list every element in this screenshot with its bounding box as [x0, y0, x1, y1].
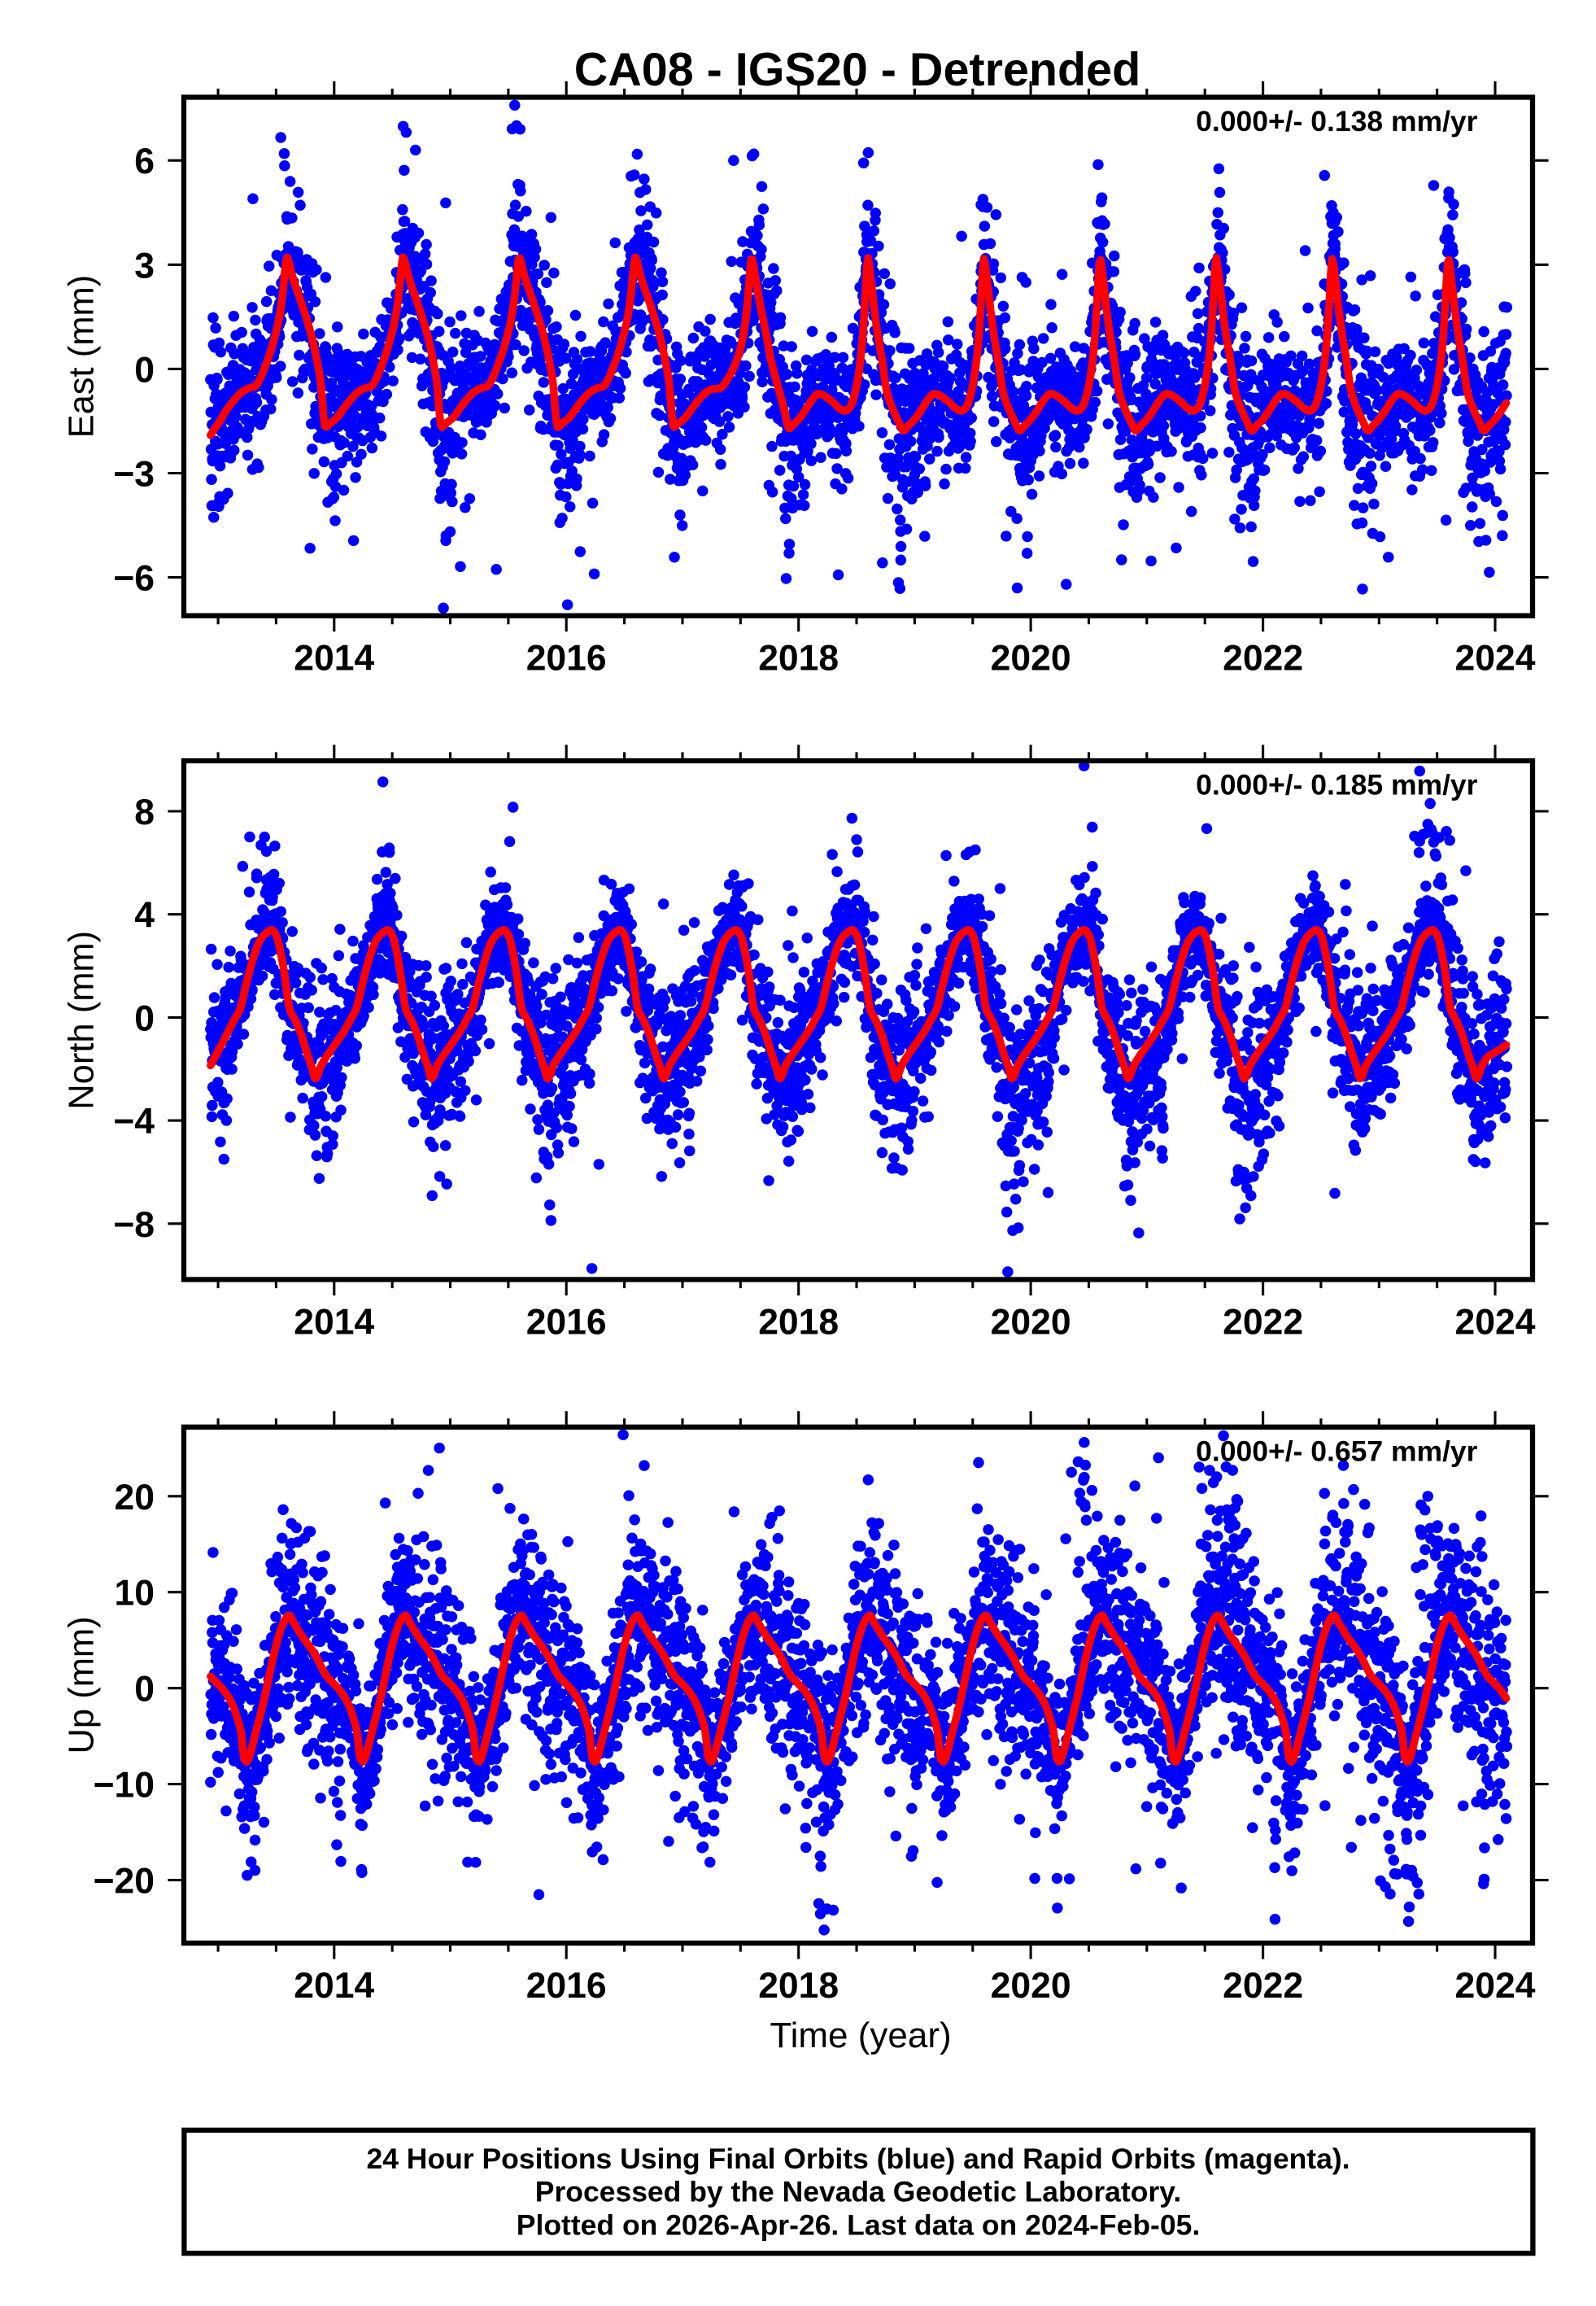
- svg-text:2024: 2024: [1455, 639, 1536, 679]
- svg-text:East (mm): East (mm): [63, 275, 102, 439]
- svg-text:−20: −20: [94, 1862, 155, 1902]
- svg-text:2020: 2020: [991, 639, 1071, 679]
- svg-text:2020: 2020: [991, 1966, 1071, 2006]
- svg-text:Processed by the Nevada Geodet: Processed by the Nevada Geodetic Laborat…: [535, 2176, 1181, 2208]
- svg-text:0.000+/- 0.185 mm/yr: 0.000+/- 0.185 mm/yr: [1196, 769, 1478, 801]
- svg-text:2018: 2018: [758, 1303, 839, 1343]
- svg-text:Plotted on 2026-Apr-26. Last d: Plotted on 2026-Apr-26. Last data on 202…: [517, 2208, 1200, 2241]
- svg-text:0: 0: [134, 350, 155, 390]
- svg-text:0: 0: [134, 998, 155, 1038]
- svg-text:24 Hour Positions Using Final: 24 Hour Positions Using Final Orbits (bl…: [366, 2142, 1350, 2175]
- svg-text:6: 6: [134, 142, 155, 181]
- svg-text:20: 20: [115, 1478, 155, 1518]
- svg-text:2016: 2016: [526, 639, 607, 679]
- svg-text:0.000+/- 0.138 mm/yr: 0.000+/- 0.138 mm/yr: [1196, 105, 1478, 138]
- svg-text:−4: −4: [113, 1102, 155, 1142]
- svg-text:2018: 2018: [758, 639, 839, 679]
- svg-text:0.000+/- 0.657 mm/yr: 0.000+/- 0.657 mm/yr: [1196, 1435, 1478, 1467]
- svg-text:2022: 2022: [1223, 639, 1303, 679]
- svg-text:North (mm): North (mm): [63, 931, 102, 1110]
- svg-text:2016: 2016: [526, 1303, 607, 1343]
- svg-text:8: 8: [134, 793, 155, 832]
- svg-text:Time (year): Time (year): [770, 2016, 951, 2055]
- svg-text:−6: −6: [113, 559, 155, 599]
- svg-text:3: 3: [134, 246, 155, 286]
- svg-text:2020: 2020: [991, 1303, 1071, 1343]
- svg-text:0: 0: [134, 1670, 155, 1710]
- svg-text:10: 10: [115, 1574, 155, 1614]
- svg-text:−10: −10: [94, 1766, 155, 1806]
- svg-text:2014: 2014: [294, 1966, 374, 2006]
- svg-text:2022: 2022: [1223, 1303, 1303, 1343]
- svg-text:Up (mm): Up (mm): [63, 1616, 102, 1754]
- svg-text:2018: 2018: [758, 1966, 839, 2006]
- svg-text:2024: 2024: [1455, 1303, 1536, 1343]
- svg-text:−8: −8: [113, 1205, 155, 1245]
- svg-text:2016: 2016: [526, 1966, 607, 2006]
- svg-text:2024: 2024: [1455, 1966, 1536, 2006]
- svg-text:2014: 2014: [294, 639, 374, 679]
- svg-text:4: 4: [134, 896, 155, 936]
- svg-text:−3: −3: [113, 455, 155, 495]
- svg-text:CA08 - IGS20 - Detrended: CA08 - IGS20 - Detrended: [574, 44, 1141, 96]
- svg-text:2022: 2022: [1223, 1966, 1303, 2006]
- svg-text:2014: 2014: [294, 1303, 374, 1343]
